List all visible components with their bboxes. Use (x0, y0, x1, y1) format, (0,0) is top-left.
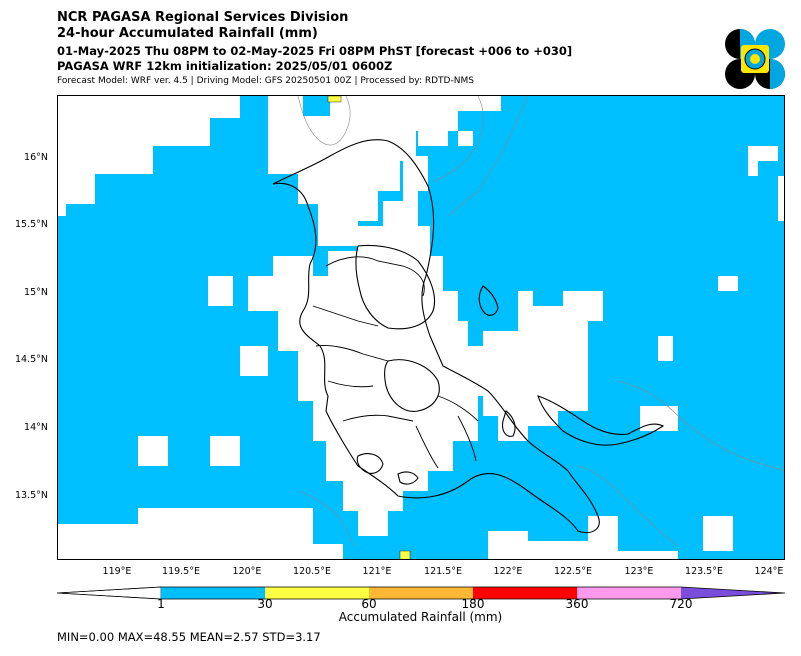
yellow-rainfall-patches (327, 96, 411, 559)
initialization-info: PAGASA WRF 12km initialization: 2025/05/… (57, 59, 393, 73)
colorbar-tick-180: 180 (461, 597, 485, 611)
colorbar (57, 586, 785, 600)
colorbar-tick-360: 360 (565, 597, 589, 611)
pagasa-logo-icon (725, 29, 785, 89)
lon-label-122-5e: 122.5°E (554, 566, 592, 577)
rainfall-gaps (138, 96, 784, 551)
colorbar-segment-360-720 (577, 587, 681, 599)
lon-label-124e: 124°E (754, 566, 784, 577)
rainfall-statistics: MIN=0.00 MAX=48.55 MEAN=2.57 STD=3.17 (57, 630, 321, 644)
colorbar-segment-below-1 (57, 586, 162, 600)
lon-label-119e: 119°E (102, 566, 132, 577)
lon-label-122e: 122°E (493, 566, 523, 577)
lat-label-15-5n: 15.5°N (14, 219, 48, 230)
lon-label-119-5e: 119.5°E (162, 566, 200, 577)
forecast-period: 01-May-2025 Thu 08PM to 02-May-2025 Fri … (57, 44, 573, 58)
lon-label-121-5e: 121.5°E (424, 566, 462, 577)
colorbar-segment-1-30 (161, 587, 265, 599)
model-info: Forecast Model: WRF ver. 4.5 | Driving M… (57, 76, 474, 86)
rainfall-map (57, 95, 785, 560)
lat-label-13-5n: 13.5°N (14, 490, 48, 501)
lon-label-123-5e: 123.5°E (685, 566, 723, 577)
colorbar-tick-720: 720 (669, 597, 693, 611)
colorbar-segment-180-360 (473, 587, 577, 599)
lon-label-120e: 120°E (232, 566, 262, 577)
colorbar-segment-60-180 (369, 587, 473, 599)
colorbar-segment-above-720 (681, 587, 785, 599)
lon-label-123e: 123°E (624, 566, 654, 577)
neighbor-coastlines (297, 96, 784, 547)
lon-label-121e: 121°E (362, 566, 392, 577)
colorbar-label: Accumulated Rainfall (mm) (338, 610, 503, 624)
colorbar-tick-60: 60 (361, 597, 377, 611)
lat-label-15n: 15°N (24, 287, 48, 298)
map-title: NCR PAGASA Regional Services Division (57, 10, 349, 25)
colorbar-tick-30: 30 (257, 597, 273, 611)
coastlines (272, 139, 665, 534)
lon-label-120-5e: 120.5°E (293, 566, 331, 577)
rainfall-map-canvas (58, 96, 784, 559)
lat-label-14-5n: 14.5°N (14, 354, 48, 365)
lat-label-14n: 14°N (24, 422, 48, 433)
province-boundaries (312, 256, 479, 469)
colorbar-tick-1: 1 (157, 597, 165, 611)
colorbar-segment-30-60 (265, 587, 369, 599)
map-subtitle: 24-hour Accumulated Rainfall (mm) (57, 26, 318, 41)
lat-label-16n: 16°N (24, 152, 48, 163)
